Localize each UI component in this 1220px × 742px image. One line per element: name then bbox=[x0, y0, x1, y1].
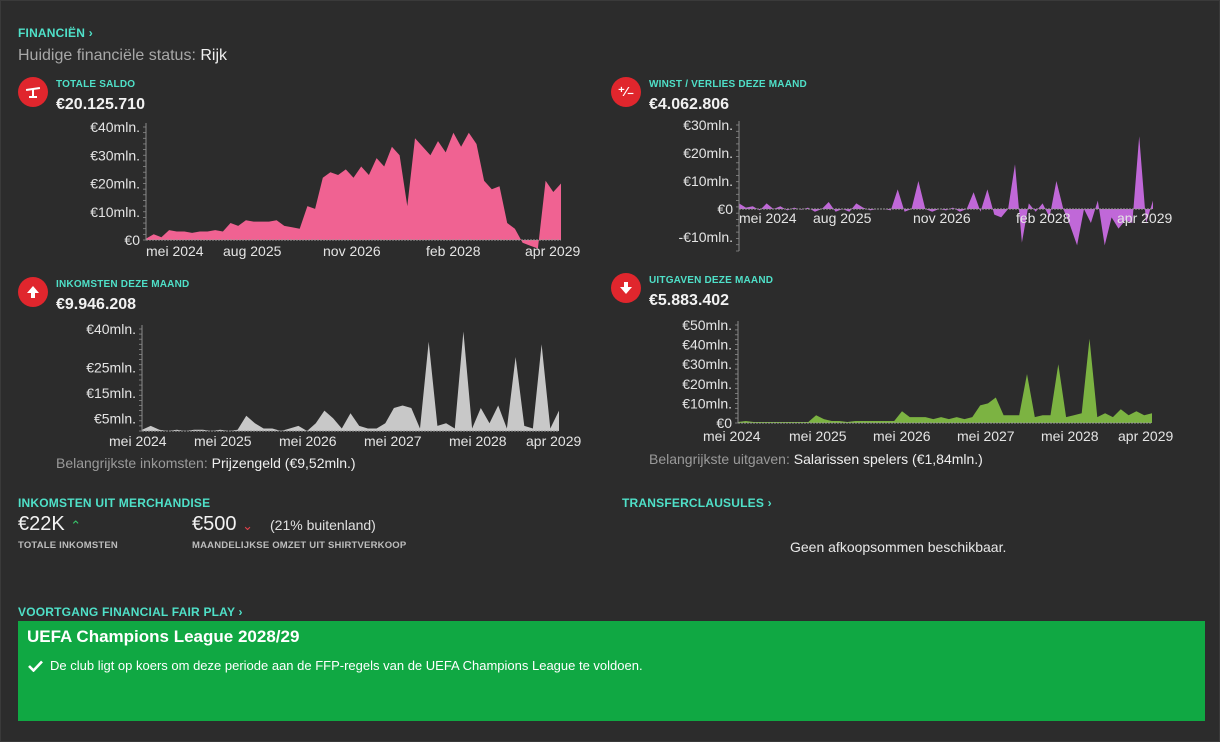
uitgaven-value: €5.883.402 bbox=[649, 292, 730, 309]
merch-total: €22K ⌃ bbox=[18, 513, 81, 536]
expense-note-label: Belangrijkste uitgaven: bbox=[649, 451, 790, 467]
y-tick-label: €50mln. bbox=[682, 317, 732, 333]
saldo-area-series bbox=[146, 132, 561, 249]
x-tick-label: aug 2025 bbox=[223, 243, 282, 259]
finance-title: FINANCIËN bbox=[18, 26, 86, 40]
expense-note: Belangrijkste uitgaven: Salarissen spele… bbox=[649, 451, 983, 467]
merch-monthly-extra: (21% buitenland) bbox=[270, 517, 376, 533]
x-tick-label: nov 2026 bbox=[913, 210, 971, 226]
y-tick-label: €20mln. bbox=[683, 145, 733, 161]
ffp-link[interactable]: VOORTGANG FINANCIAL FAIR PLAY › bbox=[18, 605, 243, 619]
winst-chart: -€10mln. €0 €10mln. €20mln. €30mln. mei 2024 a… bbox=[679, 117, 1172, 252]
y-tick-label: €30mln. bbox=[683, 117, 733, 133]
merch-monthly-value: €500 bbox=[192, 513, 237, 535]
status-value: Rijk bbox=[200, 47, 228, 64]
arrow-up-icon bbox=[18, 277, 48, 307]
y-tick-label: €0 bbox=[124, 232, 140, 248]
finance-link[interactable]: FINANCIËN › bbox=[18, 26, 93, 40]
y-tick-label: -€10mln. bbox=[679, 229, 733, 245]
x-tick-label: mei 2027 bbox=[364, 433, 422, 449]
y-tick-label: €40mln. bbox=[682, 337, 732, 353]
x-tick-label: mei 2026 bbox=[873, 428, 931, 444]
checkmark-icon bbox=[28, 660, 43, 672]
x-tick-label: apr 2029 bbox=[1118, 428, 1173, 444]
ffp-message-text: De club ligt op koers om deze periode aa… bbox=[50, 658, 643, 673]
chevron-right-icon: › bbox=[88, 26, 93, 40]
x-tick-label: aug 2025 bbox=[813, 210, 872, 226]
inkomsten-title: INKOMSTEN DEZE MAAND bbox=[56, 279, 190, 290]
y-tick-label: €15mln. bbox=[86, 385, 136, 401]
income-note: Belangrijkste inkomsten: Prijzengeld (€9… bbox=[56, 455, 356, 471]
merch-total-label: TOTALE INKOMSTEN bbox=[18, 540, 118, 551]
y-tick-label: €0 bbox=[717, 201, 733, 217]
inkomsten-area-series bbox=[142, 331, 559, 431]
balance-scale-icon bbox=[18, 77, 48, 107]
x-tick-label: mei 2028 bbox=[449, 433, 507, 449]
income-note-value: Prijzengeld (€9,52mln.) bbox=[211, 455, 356, 471]
winst-value: €4.062.806 bbox=[649, 96, 730, 113]
uitgaven-chart: €0 €10mln. €20mln. €30mln. €40mln. €50mln. mei… bbox=[682, 317, 1173, 444]
ffp-competition: UEFA Champions League 2028/29 bbox=[27, 627, 300, 646]
y-tick-label: €30mln. bbox=[682, 356, 732, 372]
merch-total-value: €22K bbox=[18, 513, 65, 535]
x-tick-label: mei 2024 bbox=[109, 433, 167, 449]
x-tick-label: mei 2024 bbox=[703, 428, 761, 444]
x-tick-label: mei 2025 bbox=[194, 433, 252, 449]
y-tick-label: €5mln. bbox=[94, 410, 136, 426]
ffp-message: De club ligt op koers om deze periode aa… bbox=[28, 658, 643, 673]
plus-minus-icon: ⁺∕₋ bbox=[611, 77, 641, 107]
merch-monthly: €500 ⌄ bbox=[192, 513, 253, 536]
status-label: Huidige financiële status: bbox=[18, 47, 196, 64]
transfer-link[interactable]: TRANSFERCLAUSULES › bbox=[622, 496, 772, 510]
y-tick-label: €20mln. bbox=[682, 376, 732, 392]
expense-note-value: Salarissen spelers (€1,84mln.) bbox=[793, 451, 983, 467]
x-tick-label: mei 2026 bbox=[279, 433, 337, 449]
y-tick-label: €0 bbox=[716, 415, 732, 431]
saldo-value: €20.125.710 bbox=[56, 96, 145, 113]
y-tick-label: €20mln. bbox=[90, 176, 140, 192]
transfer-empty-text: Geen afkoopsommen beschikbaar. bbox=[790, 539, 1007, 555]
inkomsten-chart: €5mln. €15mln. €25mln. €40mln. mei 2024 mei 2… bbox=[86, 321, 581, 449]
y-tick-label: €10mln. bbox=[683, 173, 733, 189]
x-tick-label: mei 2028 bbox=[1041, 428, 1099, 444]
x-tick-label: apr 2029 bbox=[526, 433, 581, 449]
uitgaven-area-series bbox=[738, 338, 1152, 423]
y-tick-label: €30mln. bbox=[90, 147, 140, 163]
y-tick-label: €40mln. bbox=[90, 119, 140, 135]
merch-title: INKOMSTEN UIT MERCHANDISE bbox=[18, 496, 211, 510]
x-tick-label: nov 2026 bbox=[323, 243, 381, 259]
x-tick-label: feb 2028 bbox=[1016, 210, 1071, 226]
arrow-down-icon bbox=[611, 273, 641, 303]
ffp-status-box: UEFA Champions League 2028/29 De club li… bbox=[18, 621, 1205, 721]
winst-title: WINST / VERLIES DEZE MAAND bbox=[649, 79, 807, 90]
ffp-title: VOORTGANG FINANCIAL FAIR PLAY bbox=[18, 605, 235, 619]
x-tick-label: feb 2028 bbox=[426, 243, 481, 259]
transfer-title: TRANSFERCLAUSULES bbox=[622, 496, 765, 510]
x-tick-label: mei 2024 bbox=[146, 243, 204, 259]
saldo-title: TOTALE SALDO bbox=[56, 79, 136, 90]
x-tick-label: apr 2029 bbox=[1117, 210, 1172, 226]
x-tick-label: mei 2025 bbox=[789, 428, 847, 444]
inkomsten-value: €9.946.208 bbox=[56, 296, 137, 313]
chevron-right-icon: › bbox=[767, 496, 772, 510]
y-tick-label: €10mln. bbox=[90, 204, 140, 220]
y-tick-label: €10mln. bbox=[682, 395, 732, 411]
uitgaven-title: UITGAVEN DEZE MAAND bbox=[649, 275, 774, 286]
y-tick-label: €25mln. bbox=[86, 359, 136, 375]
income-note-label: Belangrijkste inkomsten: bbox=[56, 455, 208, 471]
x-tick-label: apr 2029 bbox=[525, 243, 580, 259]
merch-monthly-label: MAANDELIJKSE OMZET UIT SHIRTVERKOOP bbox=[192, 540, 407, 551]
chevron-right-icon: › bbox=[238, 605, 243, 619]
y-tick-label: €40mln. bbox=[86, 321, 136, 337]
x-tick-label: mei 2024 bbox=[739, 210, 797, 226]
winst-area-series bbox=[739, 136, 1153, 246]
trend-up-icon: ⌃ bbox=[70, 518, 82, 533]
x-tick-label: mei 2027 bbox=[957, 428, 1015, 444]
financial-status: Huidige financiële status: Rijk bbox=[18, 47, 227, 65]
saldo-chart: €0 €10mln. €20mln. €30mln. €40mln. mei 2024 au… bbox=[90, 119, 580, 259]
trend-down-icon: ⌄ bbox=[242, 518, 253, 533]
